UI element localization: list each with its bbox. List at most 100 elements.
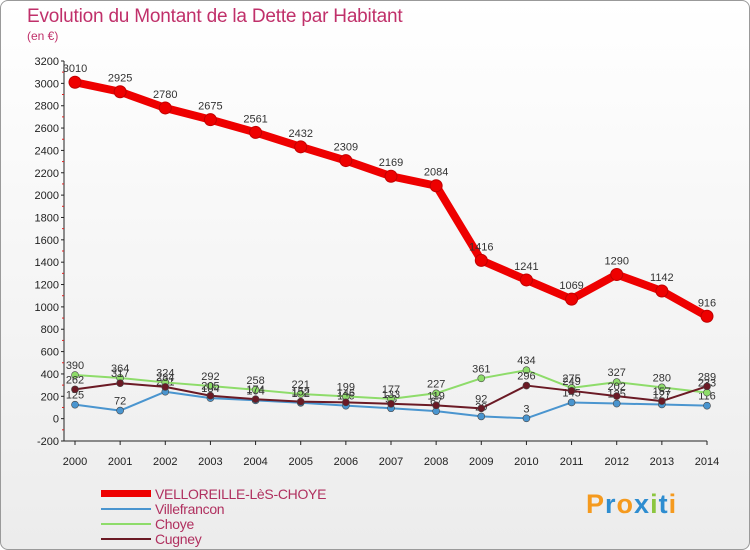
data-label: 1416 [469,241,493,253]
data-point [161,383,170,391]
y-tick-label: 400 [41,369,59,381]
data-label: 292 [201,371,219,383]
data-label: 916 [698,297,716,309]
legend-label: VELLOREILLE-LèS-CHOYE [155,485,327,502]
data-label: 2432 [288,128,312,140]
x-tick-label: 2003 [198,456,222,468]
y-tick-label: 0 [53,414,59,426]
legend-item-villefrancon: Villefrancon [101,500,225,517]
data-point [113,85,127,99]
data-label: 289 [698,371,716,383]
data-point [294,140,308,154]
data-label: 2561 [243,113,267,125]
data-label: 221 [292,379,310,391]
data-point [251,395,260,404]
x-tick-label: 2010 [514,456,538,468]
x-tick-label: 2009 [469,456,493,468]
data-point [384,169,398,183]
data-point [700,309,714,323]
y-tick-label: 3000 [35,78,59,90]
x-tick-label: 2008 [424,456,448,468]
data-label: 262 [66,374,84,386]
legend-swatch [101,522,151,525]
chart-title: Evolution du Montant de la Dette par Hab… [27,6,403,27]
data-label: 72 [114,396,126,408]
data-point [339,154,353,168]
data-point [432,401,440,410]
data-label: 1069 [559,280,583,292]
legend-label: Cugney [155,530,202,547]
logo-letter: t [658,489,669,519]
y-tick-label: 2000 [35,190,59,202]
y-tick-label: 2600 [35,123,59,135]
data-label: 364 [111,363,129,375]
data-label: 2780 [153,89,177,101]
data-label: 324 [156,367,174,379]
data-label: 3 [523,403,529,415]
data-label: 2169 [379,157,403,169]
data-point [522,381,531,390]
data-point [296,397,305,406]
data-point [477,374,486,383]
y-tick-label: 3200 [35,56,59,68]
data-label: 390 [66,360,84,372]
y-tick-label: -200 [37,436,59,448]
legend-swatch [101,490,151,497]
data-label: 2084 [424,167,448,179]
data-point [612,378,621,386]
data-point [703,382,711,391]
y-tick-label: 1800 [35,212,59,224]
data-point [203,113,217,127]
legend-swatch [101,537,151,540]
data-label: 174 [246,384,264,396]
data-point [658,383,666,392]
data-label: 146 [337,387,355,399]
logo-letter: o [616,489,635,519]
y-tick-label: 600 [41,347,59,359]
data-label: 2675 [198,101,222,113]
x-tick-label: 2005 [288,456,312,468]
data-point [387,399,395,408]
data-point [522,366,531,374]
legend-item-choye: Choye [101,515,194,532]
data-label: 125 [66,390,84,402]
data-point [68,75,82,89]
x-tick-label: 2002 [153,456,177,468]
data-point [658,397,666,405]
legend-label: Villefrancon [155,500,225,517]
data-point [429,179,443,193]
data-label: 3010 [63,63,87,75]
data-label: 434 [517,355,535,367]
data-point [567,398,576,407]
logo-letter: x [634,489,651,519]
data-label: 2309 [334,142,358,154]
data-point [610,267,624,281]
x-tick-label: 2004 [243,456,267,468]
data-label: 227 [427,378,445,390]
data-point [116,406,124,415]
logo-letter: i [668,489,678,519]
data-label: 127 [653,389,671,401]
data-point [296,390,305,398]
y-tick-label: 1600 [35,235,59,247]
x-tick-label: 2000 [63,456,87,468]
series-line [71,78,711,321]
legend-swatch [101,507,151,510]
data-label: 116 [698,391,716,403]
x-tick-label: 2007 [379,456,403,468]
data-point [522,414,531,423]
y-tick-label: 800 [41,324,59,336]
y-tick-label: 1400 [35,257,59,269]
data-point [612,392,621,400]
legend-item-cugney: Cugney [101,530,202,547]
legend-label: Choye [155,515,194,532]
data-point [703,401,711,410]
y-tick-label: 1000 [35,302,59,314]
chart-subtitle: (en €) [27,29,59,43]
data-label: 284 [156,372,174,384]
data-label: 177 [382,384,400,396]
proxiti-logo: Proxiti [586,489,677,520]
data-label: 275 [562,373,580,385]
data-point [703,388,711,397]
